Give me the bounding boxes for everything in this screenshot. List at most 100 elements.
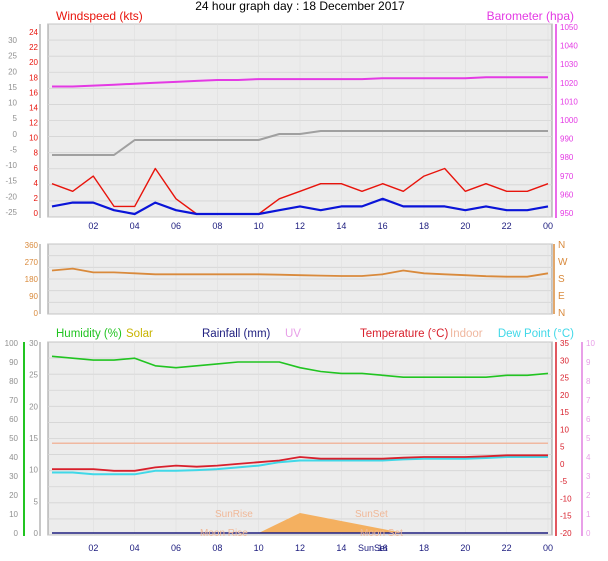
- x-tick-label: 20: [460, 221, 470, 231]
- wind-legend-label: Windspeed (kts): [56, 9, 143, 23]
- temp-tick: 30: [560, 356, 569, 365]
- wind-tick: 6: [34, 164, 39, 173]
- x-tick-label: 06: [171, 543, 181, 553]
- x-tick-label: 20: [460, 543, 470, 553]
- wind-outer-ticks: 30 25 20 15 10 5 0 -5 -10 -15 -20 -25: [5, 36, 17, 217]
- x-tick-label: 02: [88, 221, 98, 231]
- humidity-legend-label: Humidity (%): [56, 328, 122, 340]
- compass-tick: N: [558, 240, 565, 251]
- wind-tick: 20: [29, 58, 38, 67]
- wind-outer-tick: -5: [10, 145, 18, 154]
- temp-tick: 20: [560, 391, 569, 400]
- baro-tick: 1030: [560, 60, 578, 69]
- temp-ticks: 35 30 25 20 15 10 5 0 -5 -10 -15 -20: [560, 339, 572, 538]
- x-tick-label: 02: [88, 543, 98, 553]
- humidity-tick: 90: [9, 358, 18, 367]
- wind-outer-tick: -25: [5, 208, 17, 217]
- x-tick-label: 14: [336, 221, 346, 231]
- x-tick-label: 12: [295, 221, 305, 231]
- humidity-tick: 100: [5, 339, 19, 348]
- baro-line: [52, 76, 548, 88]
- temp-legend: Humidity (%) Solar Rainfall (mm) UV Temp…: [56, 328, 574, 340]
- temp-tick: -5: [560, 477, 568, 486]
- baro-tick: 950: [560, 209, 574, 218]
- bearing-deg-ticks: 360 270 180 90 0: [25, 241, 39, 318]
- wind-outer-tick: -20: [5, 192, 17, 201]
- solar-tick: 0: [34, 529, 39, 538]
- wind-outer-tick: -15: [5, 177, 17, 186]
- wind-outer-tick: 10: [8, 99, 17, 108]
- baro-tick: 1050: [560, 23, 578, 32]
- uv-tick: 10: [586, 339, 595, 348]
- wind-outer-tick: 5: [13, 114, 18, 123]
- x-tick-label: 04: [130, 543, 140, 553]
- solar-tick: 15: [29, 434, 38, 443]
- baro-tick: 1000: [560, 116, 578, 125]
- uv-tick: 4: [586, 453, 591, 462]
- wind-x-ticks: 02 04 06 08 10 12 14 16 18 20 22 00: [88, 221, 553, 231]
- x-tick-label: 22: [502, 221, 512, 231]
- solar-tick: 10: [29, 466, 38, 475]
- bearing-tick: 360: [25, 241, 39, 250]
- humidity-tick: 40: [9, 453, 18, 462]
- windspeed-line: [51, 167, 549, 215]
- temp-x-ticks: 02 04 06 08 10 12 14 16 18 20 22 00: [88, 543, 553, 553]
- wind-series: [51, 76, 549, 216]
- temp-tick: 5: [560, 443, 565, 452]
- compass-tick: E: [558, 291, 565, 302]
- direction-line: [52, 130, 548, 156]
- temp-legend-label: Temperature (°C): [360, 328, 448, 340]
- temperature-line: [52, 454, 548, 472]
- bearing-tick: 180: [25, 275, 39, 284]
- humidity-tick: 10: [9, 510, 18, 519]
- wind-tick: 2: [34, 194, 39, 203]
- moonset-label: Moon Set: [360, 528, 403, 539]
- temp-grid: [48, 341, 552, 536]
- humidity-tick: 60: [9, 415, 18, 424]
- x-tick-label: 18: [419, 221, 429, 231]
- uv-tick: 0: [586, 529, 591, 538]
- compass-tick: N: [558, 308, 565, 319]
- solar-area: [52, 513, 548, 533]
- x-tick-label: 12: [295, 543, 305, 553]
- humidity-tick: 70: [9, 396, 18, 405]
- temp-tick: -20: [560, 529, 572, 538]
- bearing-series: [51, 267, 549, 278]
- moonrise-label: Moon Rise: [200, 528, 248, 539]
- baro-legend-label: Barometer (hpa): [487, 9, 574, 23]
- x-tick-label: 10: [254, 221, 264, 231]
- x-tick-label: 14: [336, 543, 346, 553]
- humidity-tick: 20: [9, 491, 18, 500]
- temp-tick: 25: [560, 374, 569, 383]
- wind-outer-tick: 30: [8, 36, 17, 45]
- humidity-tick: 50: [9, 434, 18, 443]
- x-tick-label: 08: [212, 221, 222, 231]
- wind-outer-tick: 0: [13, 130, 18, 139]
- wind-tick: 24: [29, 28, 38, 37]
- x-tick-label: 00: [543, 543, 553, 553]
- wind-tick: 16: [29, 88, 38, 97]
- compass-tick: W: [558, 257, 568, 268]
- wind-outer-tick: 20: [8, 67, 17, 76]
- sun-moon-annotations: SunRise SunSet Moon Rise Moon Set: [200, 509, 403, 539]
- sunset-label: SunSet: [355, 509, 388, 520]
- x-tick-label: 06: [171, 221, 181, 231]
- baro-tick: 1020: [560, 79, 578, 88]
- uv-tick: 5: [586, 434, 591, 443]
- temp-tick: -10: [560, 494, 572, 503]
- humidity-tick: 80: [9, 377, 18, 386]
- x-tick-label: 00: [543, 221, 553, 231]
- solar-tick: 30: [29, 339, 38, 348]
- bearing-grid: [48, 243, 552, 315]
- uv-tick: 7: [586, 396, 591, 405]
- x-tick-label: 18: [419, 543, 429, 553]
- baro-tick: 970: [560, 172, 574, 181]
- solar-ticks: 30 25 20 15 10 5 0: [29, 339, 38, 538]
- uv-tick: 2: [586, 491, 591, 500]
- uv-legend-label: UV: [285, 328, 301, 340]
- dewpoint-line: [52, 456, 548, 476]
- wind-tick: 18: [29, 73, 38, 82]
